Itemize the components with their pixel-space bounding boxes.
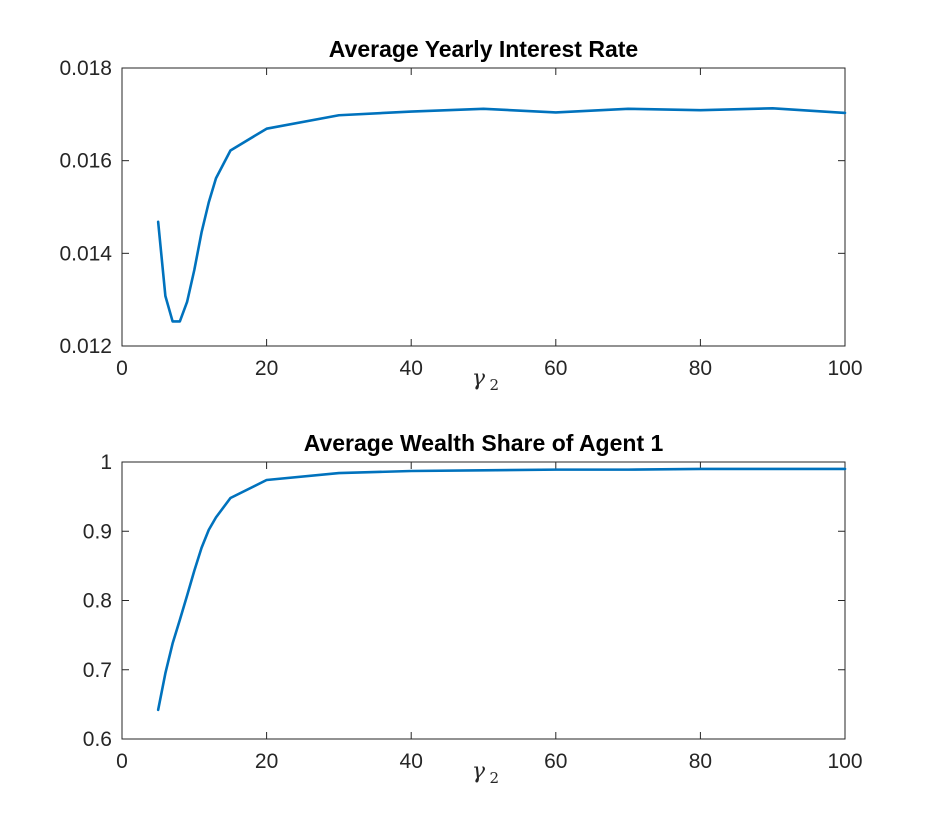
series-line <box>156 467 847 712</box>
axes-box <box>121 67 846 347</box>
x-tick-label: 80 <box>689 750 712 773</box>
y-tick-label: 0.016 <box>59 150 112 173</box>
chart-title: Average Yearly Interest Rate <box>329 36 638 62</box>
x-tick-label: 20 <box>255 750 278 773</box>
series-line <box>156 107 847 323</box>
x-tick-label: 80 <box>689 357 712 380</box>
x-tick-label: 0 <box>116 357 128 380</box>
x-axis-label: γ <box>472 759 486 784</box>
y-tick-label: 0.018 <box>59 57 112 80</box>
x-tick-label: 60 <box>544 357 567 380</box>
chart-title: Average Wealth Share of Agent 1 <box>304 430 664 456</box>
interest-rate-chart: 0 20 40 60 80 100 0.012 0.014 0.016 0.018 Average … <box>59 36 862 394</box>
y-tick-label: 0.6 <box>83 728 112 751</box>
x-axis-label: γ <box>472 366 486 391</box>
y-tick-label: 0.7 <box>83 659 112 682</box>
y-tick-label: 1 <box>100 451 112 474</box>
x-tick-label: 100 <box>827 750 862 773</box>
x-axis-label-subscript: 2 <box>490 376 500 394</box>
wealth-share-chart: 0 20 40 60 80 100 0.6 0.7 0.8 0.9 1 Average Wealth … <box>83 430 863 787</box>
x-axis-label-subscript: 2 <box>490 769 500 787</box>
x-tick-label: 40 <box>400 357 423 380</box>
x-tick-label: 60 <box>544 750 567 773</box>
x-tick-label: 0 <box>116 750 128 773</box>
y-tick-label: 0.9 <box>83 520 112 543</box>
x-tick-label: 40 <box>400 750 423 773</box>
y-tick-label: 0.8 <box>83 590 112 613</box>
x-tick-label: 20 <box>255 357 278 380</box>
y-tick-label: 0.014 <box>59 242 112 265</box>
x-tick-label: 100 <box>827 357 862 380</box>
y-tick-label: 0.012 <box>59 335 112 358</box>
